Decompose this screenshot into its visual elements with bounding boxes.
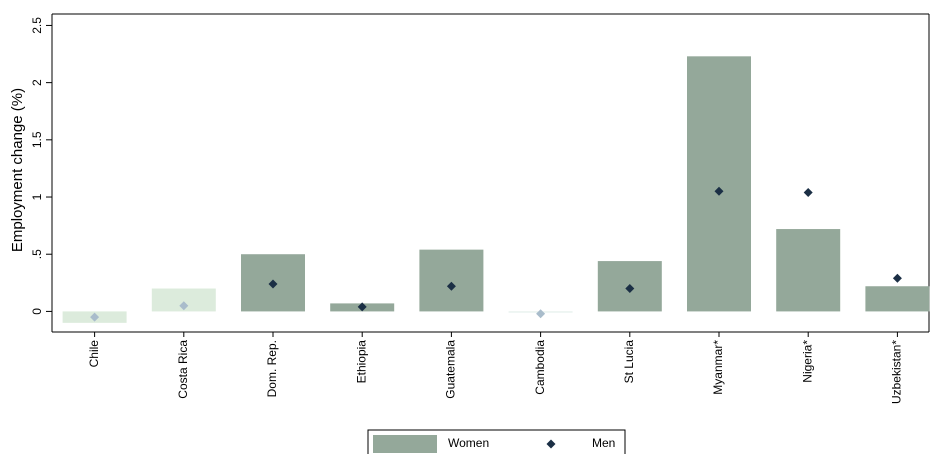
bar [865,286,930,312]
marker [892,273,902,283]
bar [776,229,841,312]
bar [687,56,751,312]
marker [446,281,456,291]
x-tick-label: Costa Rica [176,340,190,399]
x-tick-label: St Lucia [622,340,636,384]
x-tick-label: Myanmar* [711,340,725,395]
y-tick-label: 2.5 [30,17,44,34]
legend-marker [546,439,556,449]
x-tick-label: Cambodia [533,340,547,395]
legend-swatch [373,435,437,453]
bar [419,249,484,312]
y-tick-label: 2 [30,79,44,86]
x-tick-label: Uzbekistan* [890,340,904,404]
marker [803,187,813,197]
y-tick-label: 1 [30,193,44,200]
y-tick-label: .5 [30,249,44,259]
y-tick-label: 1.5 [30,131,44,148]
bar [151,288,216,312]
marker [179,301,189,311]
y-tick-label: 0 [30,308,44,315]
marker [625,284,635,294]
legend-label: Women [448,436,489,450]
marker [536,309,546,319]
marker [714,186,724,196]
marker [357,302,367,312]
x-tick-label: Chile [87,340,101,368]
x-tick-label: Ethiopia [354,340,368,384]
x-tick-label: Nigeria* [800,340,814,383]
x-tick-label: Dom. Rep. [265,340,279,397]
legend-label: Men [592,436,615,450]
y-axis-title: Employment change (%) [9,88,26,252]
marker [268,279,278,289]
marker [90,312,100,322]
x-tick-label: Guatemala [444,340,458,399]
